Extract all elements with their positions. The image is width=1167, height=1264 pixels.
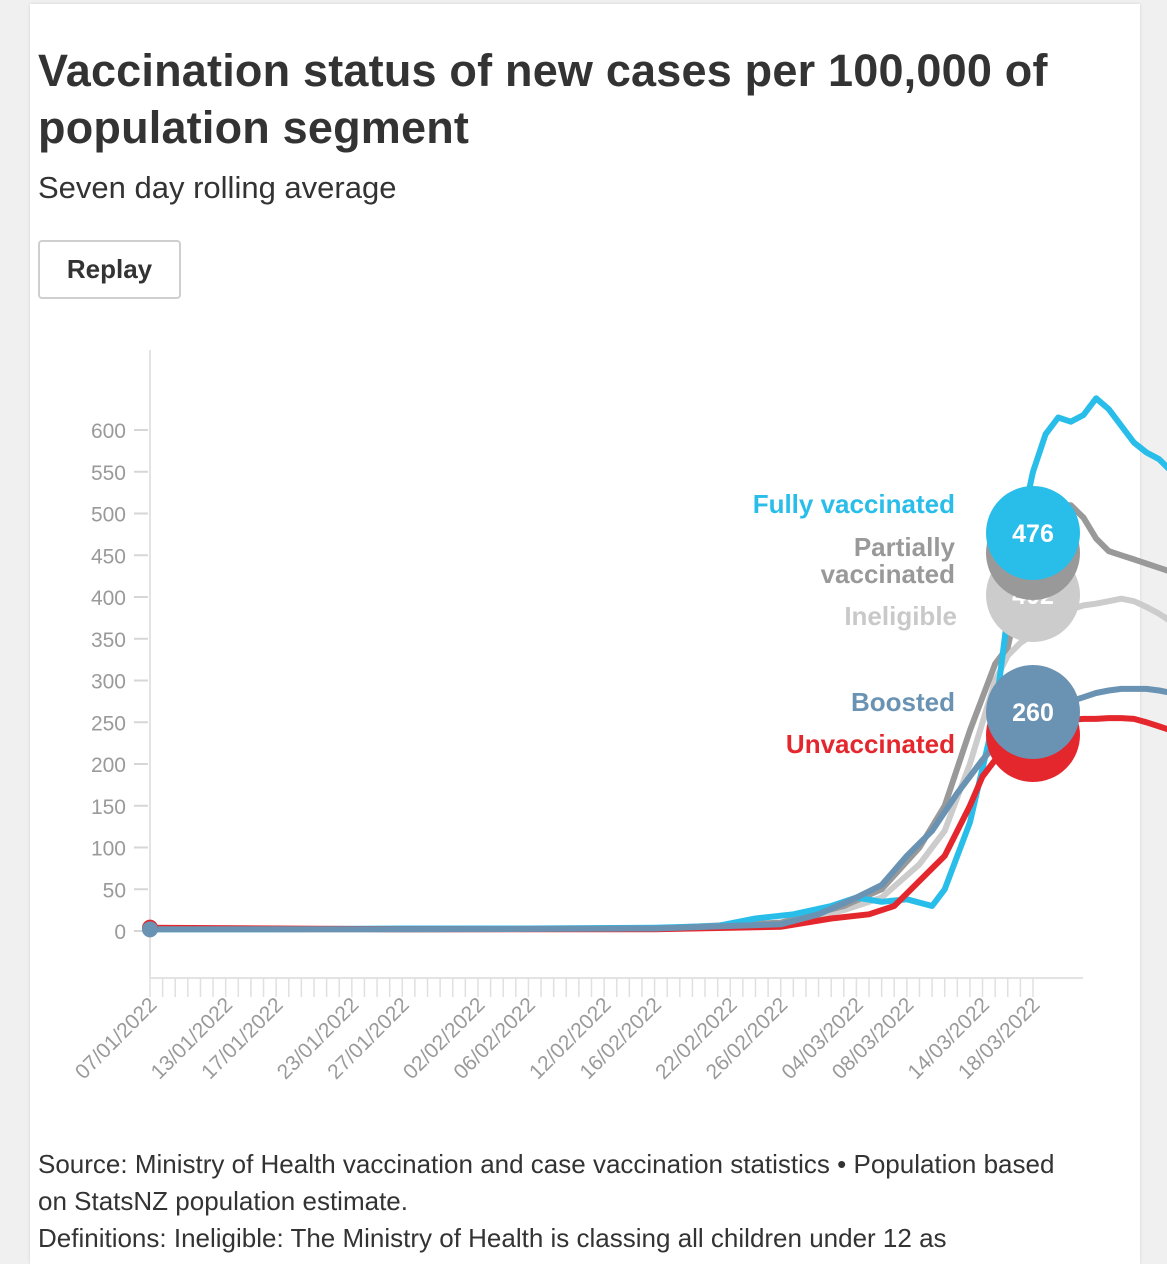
line-chart: 05010015020025030035040045050055060007/0… <box>71 350 1167 1084</box>
end-value-boosted: 260 <box>1012 699 1054 727</box>
y-tick-label: 50 <box>103 879 126 902</box>
y-tick-label: 0 <box>114 921 126 944</box>
series-label-unvaccinated: Unvaccinated <box>786 729 955 759</box>
footer: Source: Ministry of Health vaccination a… <box>38 1146 1068 1257</box>
y-tick-label: 150 <box>91 796 126 819</box>
chart-title: Vaccination status of new cases per 100,… <box>38 45 1048 153</box>
y-tick-label: 300 <box>91 671 126 694</box>
chart-card <box>30 4 1140 1264</box>
end-marker-fully-vaccinated <box>986 486 1080 580</box>
y-tick-label: 350 <box>91 629 126 652</box>
y-tick-label: 500 <box>91 504 126 527</box>
y-tick-label: 400 <box>91 587 126 610</box>
series-label-boosted: Boosted <box>851 687 955 717</box>
replay-button[interactable]: Replay <box>38 240 181 299</box>
end-value-fully-vaccinated: 476 <box>1012 520 1054 548</box>
definitions-note: Definitions: Ineligible: The Ministry of… <box>38 1223 947 1253</box>
source-note: Source: Ministry of Health vaccination a… <box>38 1149 1055 1216</box>
y-tick-label: 200 <box>91 754 126 777</box>
series-label-partially-vaccinated-2: vaccinated <box>821 559 955 589</box>
series-line-fully-vaccinated <box>147 395 1167 933</box>
chart-subtitle: Seven day rolling average <box>38 170 397 205</box>
y-tick-label: 550 <box>91 462 126 485</box>
series-label-ineligible: Ineligible <box>844 601 957 631</box>
y-tick-label: 100 <box>91 838 126 861</box>
series-label-fully-vaccinated: Fully vaccinated <box>753 489 955 519</box>
y-tick-label: 250 <box>91 712 126 735</box>
start-dot <box>142 921 158 938</box>
y-tick-label: 600 <box>91 420 126 443</box>
series-label-partially-vaccinated: Partially <box>854 532 956 562</box>
end-marker-boosted <box>986 665 1080 759</box>
y-tick-label: 450 <box>91 545 126 568</box>
